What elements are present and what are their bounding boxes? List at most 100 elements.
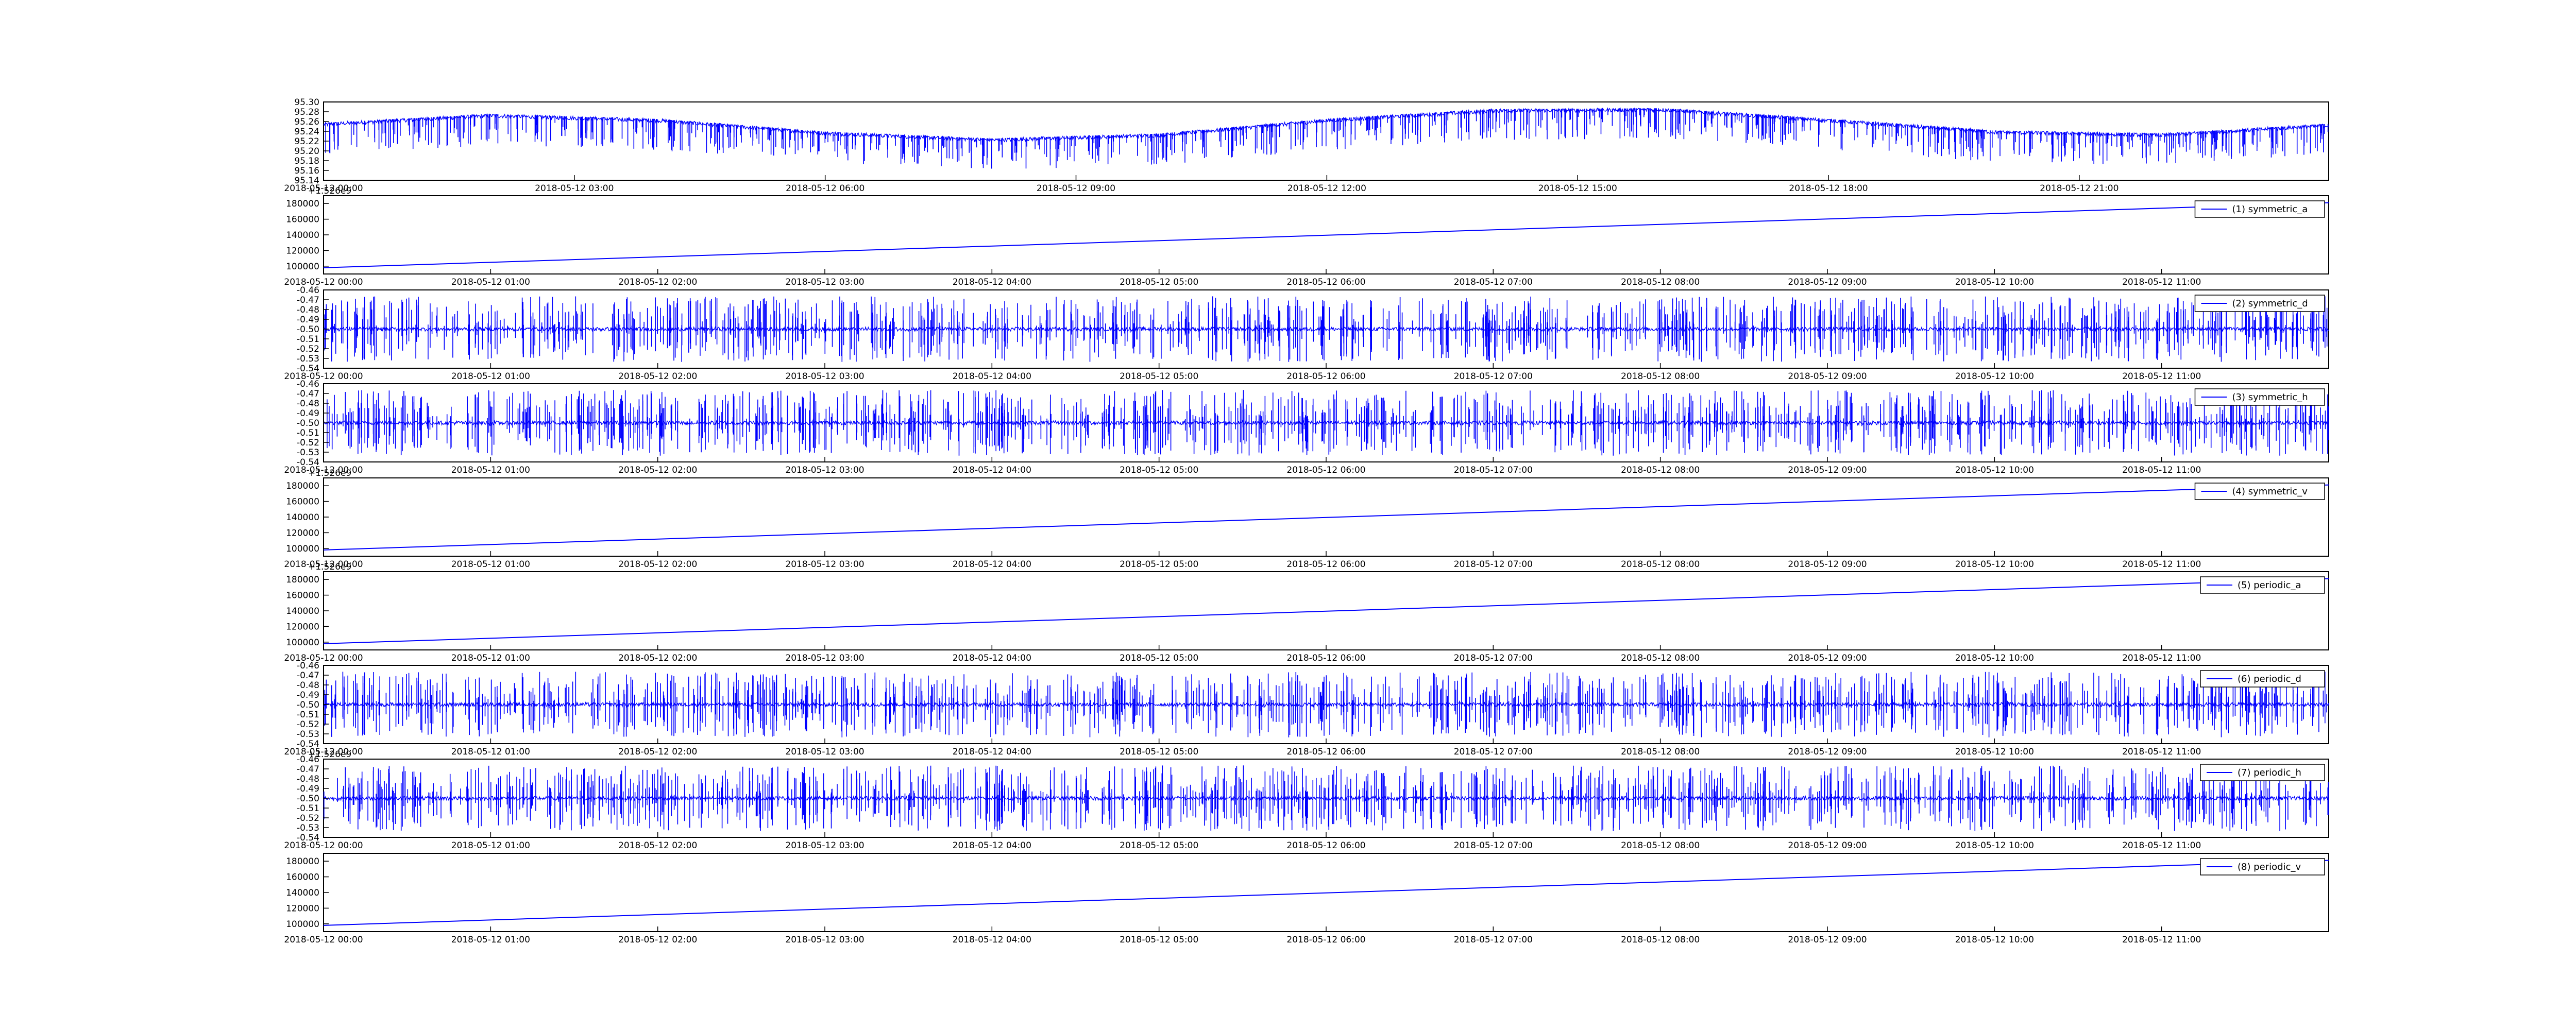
x-tick-label: 2018-05-12 00:00 xyxy=(284,371,363,382)
y-tick-label: -0.53 xyxy=(297,354,319,364)
x-tick-label: 2018-05-12 06:00 xyxy=(1286,747,1365,757)
x-tick-label: 2018-05-12 08:00 xyxy=(1621,935,1700,945)
y-tick-label: -0.50 xyxy=(297,700,319,710)
subplot-7: -0.46-0.47-0.48-0.49-0.50-0.51-0.52-0.53… xyxy=(284,661,2329,757)
y-tick-label: 160000 xyxy=(286,215,319,225)
x-tick-label: 2018-05-12 03:00 xyxy=(785,840,864,851)
plot-area xyxy=(324,672,2329,737)
plot-area xyxy=(324,202,2329,268)
subplot-5: 180000 160000 140000 120000 100000 2018-05-12… xyxy=(284,468,2329,570)
x-tick-label: 2018-05-12 10:00 xyxy=(1955,935,2034,945)
y-tick-label: -0.46 xyxy=(297,754,319,765)
series-spikes xyxy=(324,765,2329,831)
series-line xyxy=(324,578,2329,644)
x-tick-label: 2018-05-12 03:00 xyxy=(785,277,864,287)
y-tick-label: 95.20 xyxy=(294,146,319,157)
x-tick-label: 2018-05-12 10:00 xyxy=(1955,747,2034,757)
x-tick-label: 2018-05-12 10:00 xyxy=(1955,371,2034,382)
x-tick-label: 2018-05-12 03:00 xyxy=(535,183,614,194)
y-tick-label: 140000 xyxy=(286,512,319,523)
subplot-9: 180000 160000 140000 120000 100000 2018-05-12… xyxy=(284,853,2329,945)
x-tick-label: 2018-05-12 01:00 xyxy=(451,371,530,382)
axis-offset-label: +1.526e9 xyxy=(308,468,351,478)
legend: (2) symmetric_d xyxy=(2194,295,2325,312)
x-tick-label: 2018-05-12 03:00 xyxy=(785,371,864,382)
x-tick-label: 2018-05-12 04:00 xyxy=(953,653,1031,663)
series-line xyxy=(324,202,2329,268)
y-tick-label: 95.14 xyxy=(294,176,319,186)
x-tick-label: 2018-05-12 05:00 xyxy=(1120,653,1198,663)
x-tick-label: 2018-05-12 03:00 xyxy=(785,935,864,945)
x-tick-label: 2018-05-12 11:00 xyxy=(2122,277,2201,287)
x-tick-label: 2018-05-12 09:00 xyxy=(1788,653,1867,663)
y-tick-label: 140000 xyxy=(286,230,319,241)
y-tick-label: 95.30 xyxy=(294,97,319,108)
x-tick-label: 2018-05-12 02:00 xyxy=(618,277,697,287)
x-tick-label: 2018-05-12 07:00 xyxy=(1454,747,1533,757)
x-tick-label: 2018-05-12 11:00 xyxy=(2122,465,2201,475)
plot-area xyxy=(324,860,2329,926)
x-tick-label: 2018-05-12 03:00 xyxy=(785,747,864,757)
x-tick-label: 2018-05-12 09:00 xyxy=(1788,935,1867,945)
subplot-2: 180000 160000 140000 120000 100000 2018-05-12… xyxy=(284,186,2329,287)
x-tick-label: 2018-05-12 05:00 xyxy=(1120,371,1198,382)
x-tick-label: 2018-05-12 11:00 xyxy=(2122,840,2201,851)
legend-label: (2) symmetric_d xyxy=(2232,298,2308,309)
x-tick-label: 2018-05-12 09:00 xyxy=(1788,465,1867,475)
x-tick-label: 2018-05-12 12:00 xyxy=(1287,183,1366,194)
x-tick-label: 2018-05-12 02:00 xyxy=(618,371,697,382)
x-tick-label: 2018-05-12 08:00 xyxy=(1621,277,1700,287)
x-tick-label: 2018-05-12 04:00 xyxy=(953,465,1031,475)
y-tick-label: -0.52 xyxy=(297,438,319,448)
x-tick-label: 2018-05-12 08:00 xyxy=(1621,559,1700,570)
y-tick-label: -0.47 xyxy=(297,295,319,305)
y-tick-label: 95.26 xyxy=(294,117,319,127)
legend: (7) periodic_h xyxy=(2200,764,2325,781)
legend: (1) symmetric_a xyxy=(2194,200,2325,218)
x-tick-label: 2018-05-12 06:00 xyxy=(1286,277,1365,287)
x-tick-label: 2018-05-12 06:00 xyxy=(1286,840,1365,851)
x-tick-label: 2018-05-12 01:00 xyxy=(451,465,530,475)
x-tick-label: 2018-05-12 09:00 xyxy=(1788,371,1867,382)
x-tick-label: 2018-05-12 09:00 xyxy=(1037,183,1115,194)
x-tick-label: 2018-05-12 10:00 xyxy=(1955,653,2034,663)
subplot-6: 180000 160000 140000 120000 100000 2018-05-12… xyxy=(284,562,2329,663)
x-tick-label: 2018-05-12 05:00 xyxy=(1120,935,1198,945)
plot-area xyxy=(324,390,2329,456)
x-tick-label: 2018-05-12 07:00 xyxy=(1454,935,1533,945)
y-tick-label: 95.16 xyxy=(294,166,319,176)
x-tick-label: 2018-05-12 00:00 xyxy=(284,465,363,475)
y-tick-label: 100000 xyxy=(286,262,319,272)
x-tick-label: 2018-05-12 06:00 xyxy=(1286,465,1365,475)
x-tick-label: 2018-05-12 15:00 xyxy=(1538,183,1617,194)
plot-area xyxy=(324,296,2329,362)
y-tick-label: -0.49 xyxy=(297,408,319,419)
y-tick-label: 95.24 xyxy=(294,127,319,137)
plot-area xyxy=(324,578,2329,644)
x-tick-label: 2018-05-12 03:00 xyxy=(785,559,864,570)
x-tick-label: 2018-05-12 07:00 xyxy=(1454,465,1533,475)
y-tick-label: -0.54 xyxy=(297,833,319,843)
plot-area xyxy=(324,765,2329,831)
x-tick-label: 2018-05-12 02:00 xyxy=(618,653,697,663)
y-tick-label: -0.51 xyxy=(297,428,319,438)
y-tick-label: -0.51 xyxy=(297,803,319,814)
y-tick-label: 120000 xyxy=(286,246,319,256)
x-tick-label: 2018-05-12 07:00 xyxy=(1454,840,1533,851)
y-tick-label: -0.49 xyxy=(297,784,319,794)
legend: (8) periodic_v xyxy=(2200,858,2325,876)
y-tick-label: 160000 xyxy=(286,497,319,507)
series-spikes xyxy=(325,108,2329,169)
x-tick-label: 2018-05-12 11:00 xyxy=(2122,371,2201,382)
legend-label: (3) symmetric_h xyxy=(2232,392,2308,403)
x-tick-label: 2018-05-12 09:00 xyxy=(1788,747,1867,757)
legend-box xyxy=(2200,576,2325,594)
x-tick-label: 2018-05-12 00:00 xyxy=(284,840,363,851)
y-tick-label: 180000 xyxy=(286,199,319,209)
y-tick-label: -0.48 xyxy=(297,680,319,691)
x-tick-label: 2018-05-12 05:00 xyxy=(1120,277,1198,287)
y-tick-label: -0.49 xyxy=(297,315,319,325)
subplot-8: -0.46-0.47-0.48-0.49-0.50-0.51-0.52-0.53… xyxy=(284,749,2329,851)
y-tick-label: -0.47 xyxy=(297,764,319,775)
x-tick-label: 2018-05-12 07:00 xyxy=(1454,277,1533,287)
